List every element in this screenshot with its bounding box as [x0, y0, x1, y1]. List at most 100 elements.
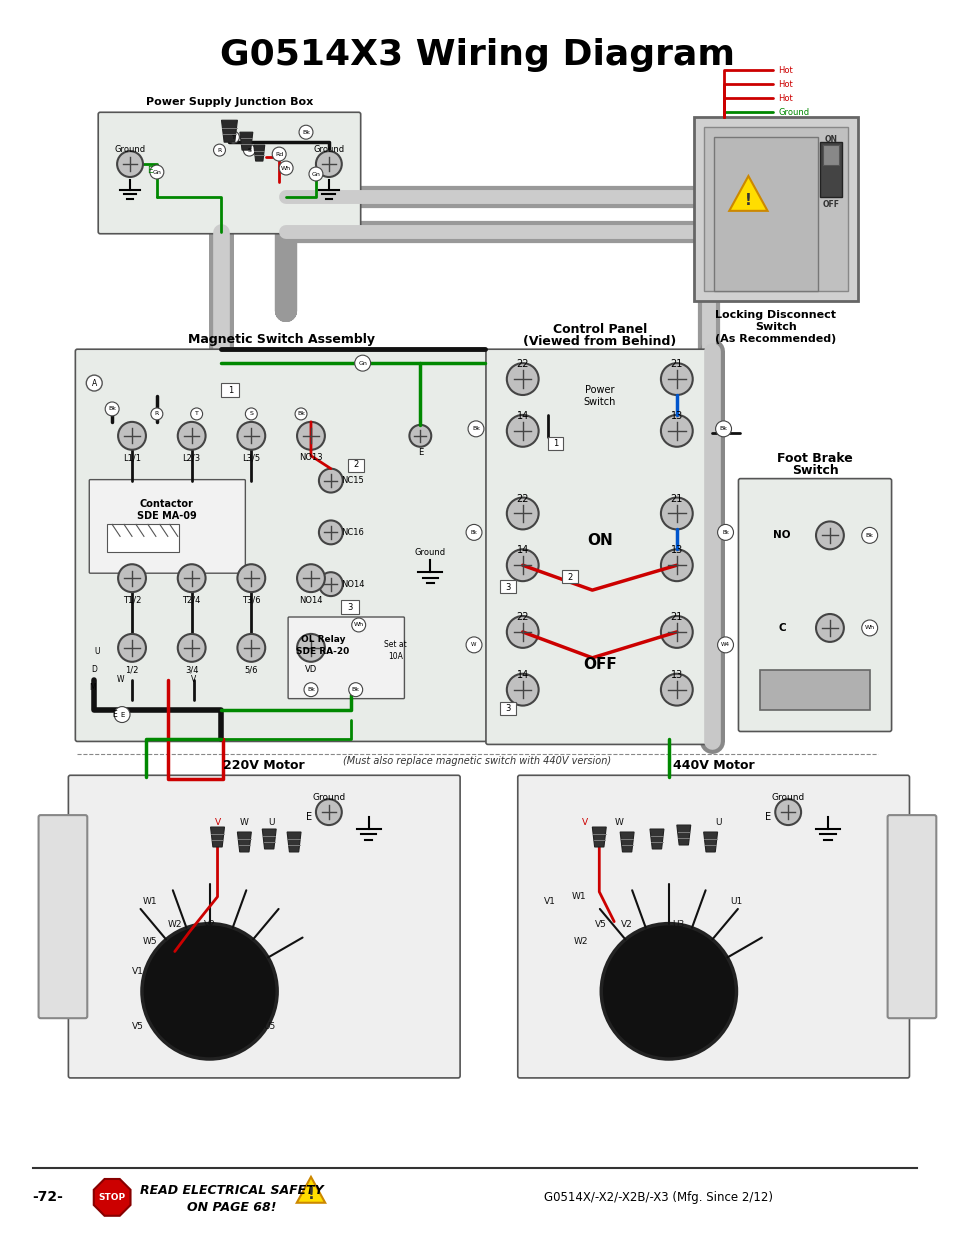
- Circle shape: [318, 572, 342, 597]
- Bar: [547, 437, 563, 450]
- Text: 1: 1: [228, 385, 233, 394]
- Text: Contactor: Contactor: [140, 499, 193, 509]
- Text: Ground: Ground: [771, 793, 804, 802]
- Text: Wh: Wh: [863, 625, 874, 630]
- Text: T3/6: T3/6: [242, 595, 260, 605]
- Text: Hot: Hot: [778, 65, 792, 75]
- Circle shape: [237, 634, 265, 662]
- Text: Ground: Ground: [114, 144, 146, 153]
- Bar: [820, 142, 841, 196]
- FancyBboxPatch shape: [69, 776, 459, 1078]
- Polygon shape: [703, 832, 717, 852]
- Text: NO: NO: [773, 530, 790, 541]
- Text: Gn: Gn: [152, 169, 161, 174]
- Circle shape: [660, 550, 692, 582]
- Text: U1: U1: [258, 967, 270, 976]
- Text: VD: VD: [305, 666, 316, 674]
- Text: 3: 3: [504, 704, 510, 713]
- Text: U5: U5: [263, 1021, 275, 1031]
- Circle shape: [86, 375, 102, 391]
- Text: W2: W2: [168, 920, 182, 929]
- Text: V2: V2: [204, 920, 215, 929]
- Text: U1: U1: [730, 897, 741, 906]
- Circle shape: [815, 521, 843, 550]
- Circle shape: [213, 144, 225, 156]
- Text: 220V Motor: 220V Motor: [223, 758, 305, 772]
- Text: E: E: [112, 710, 116, 719]
- Text: Switch: Switch: [791, 464, 838, 477]
- Text: 10A: 10A: [388, 652, 402, 661]
- Text: 13: 13: [670, 411, 682, 421]
- Text: 14: 14: [517, 669, 528, 679]
- Text: 1/2: 1/2: [125, 666, 138, 674]
- Bar: [760, 669, 869, 710]
- Text: G0514X/-X2/-X2B/-X3 (Mfg. Since 2/12): G0514X/-X2/-X2B/-X3 (Mfg. Since 2/12): [544, 1191, 773, 1204]
- Polygon shape: [253, 146, 265, 161]
- Text: ON PAGE 68!: ON PAGE 68!: [187, 1200, 276, 1214]
- Text: E: E: [147, 165, 152, 174]
- Text: 1: 1: [553, 440, 558, 448]
- Circle shape: [352, 618, 365, 632]
- Text: ON: ON: [586, 532, 612, 548]
- Polygon shape: [676, 825, 690, 845]
- Text: NC15: NC15: [341, 477, 364, 485]
- Text: Bk: Bk: [470, 530, 476, 535]
- Text: Set at: Set at: [384, 641, 406, 650]
- Text: Bk: Bk: [302, 130, 310, 135]
- Text: !: !: [307, 1188, 314, 1203]
- Text: Bk: Bk: [352, 687, 359, 692]
- FancyBboxPatch shape: [90, 479, 245, 573]
- Text: NO13: NO13: [299, 453, 322, 462]
- Text: Switch: Switch: [754, 322, 796, 332]
- Circle shape: [318, 520, 342, 545]
- Bar: [713, 137, 817, 291]
- Text: U3: U3: [672, 920, 684, 929]
- Circle shape: [660, 363, 692, 395]
- Bar: [107, 525, 178, 552]
- Text: U2: U2: [228, 937, 240, 946]
- Circle shape: [861, 620, 877, 636]
- Circle shape: [237, 422, 265, 450]
- Circle shape: [177, 422, 206, 450]
- Text: V1: V1: [132, 967, 144, 976]
- Circle shape: [506, 498, 538, 530]
- Text: Ground: Ground: [312, 793, 345, 802]
- Polygon shape: [728, 177, 767, 211]
- Bar: [562, 571, 578, 583]
- Text: 3/4: 3/4: [185, 666, 198, 674]
- Text: 22: 22: [516, 494, 528, 504]
- Text: R: R: [217, 148, 221, 153]
- Text: OL Relay: OL Relay: [300, 635, 345, 645]
- Text: W4: W4: [720, 642, 729, 647]
- Circle shape: [775, 799, 801, 825]
- Text: L3/5: L3/5: [242, 453, 260, 462]
- Text: Wh: Wh: [354, 622, 363, 627]
- Text: U2: U2: [690, 937, 702, 946]
- Circle shape: [660, 498, 692, 530]
- Text: V5: V5: [595, 920, 606, 929]
- Circle shape: [717, 525, 733, 541]
- Text: SDE RA-20: SDE RA-20: [296, 647, 349, 656]
- Circle shape: [177, 564, 206, 592]
- Circle shape: [279, 161, 293, 175]
- Circle shape: [227, 131, 239, 143]
- Circle shape: [304, 683, 317, 697]
- Text: V1: V1: [543, 897, 555, 906]
- Polygon shape: [287, 832, 301, 852]
- Polygon shape: [592, 827, 605, 847]
- Circle shape: [118, 564, 146, 592]
- Text: V2: V2: [620, 920, 633, 929]
- Circle shape: [296, 634, 325, 662]
- Circle shape: [409, 425, 431, 447]
- Circle shape: [861, 527, 877, 543]
- Text: !: !: [744, 193, 751, 207]
- Text: 21: 21: [670, 613, 682, 622]
- FancyBboxPatch shape: [75, 350, 486, 741]
- Bar: [703, 127, 847, 291]
- Circle shape: [715, 421, 731, 437]
- Circle shape: [177, 634, 206, 662]
- Polygon shape: [211, 827, 224, 847]
- FancyBboxPatch shape: [738, 479, 891, 731]
- Circle shape: [118, 634, 146, 662]
- Circle shape: [298, 125, 313, 140]
